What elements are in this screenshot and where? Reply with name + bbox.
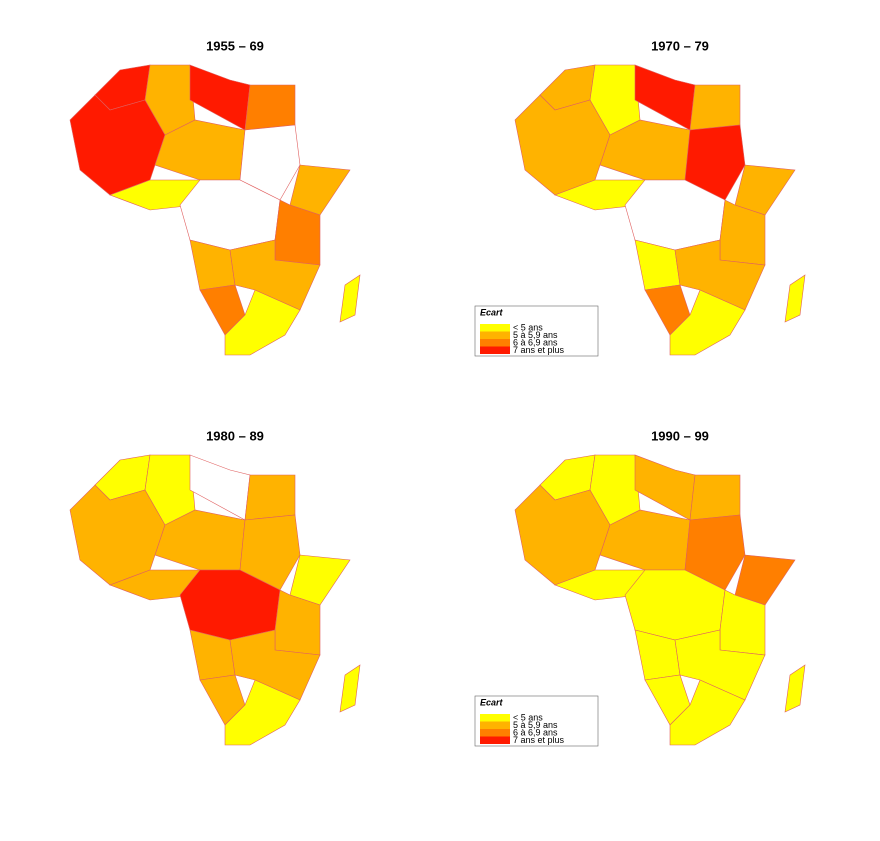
country bbox=[669, 289, 746, 356]
country bbox=[224, 289, 301, 356]
country bbox=[189, 454, 251, 521]
country bbox=[229, 239, 321, 311]
country bbox=[684, 124, 746, 201]
map-panel: 1955 – 69 bbox=[69, 38, 361, 356]
legend-swatch bbox=[480, 721, 510, 729]
panel-title: 1980 – 89 bbox=[206, 428, 264, 443]
legend-swatch bbox=[480, 736, 510, 744]
country bbox=[689, 84, 741, 131]
country bbox=[784, 664, 806, 713]
legend-label: 5 à 5,9 ans bbox=[513, 330, 558, 340]
country bbox=[674, 629, 766, 701]
panel-title: 1990 – 99 bbox=[651, 428, 709, 443]
country bbox=[229, 629, 321, 701]
legend-label: 6 à 6,9 ans bbox=[513, 727, 558, 737]
legend-swatch bbox=[480, 714, 510, 722]
legend-swatch bbox=[480, 729, 510, 737]
legend-label: < 5 ans bbox=[513, 322, 543, 332]
country bbox=[244, 474, 296, 521]
legend-title: Ecart bbox=[480, 697, 504, 707]
country bbox=[734, 164, 796, 216]
country bbox=[339, 664, 361, 713]
country bbox=[689, 474, 741, 521]
legend-swatch bbox=[480, 346, 510, 354]
country bbox=[239, 514, 301, 591]
country bbox=[224, 679, 301, 746]
country bbox=[634, 454, 696, 521]
country bbox=[734, 554, 796, 606]
legend-label: 6 à 6,9 ans bbox=[513, 337, 558, 347]
country bbox=[289, 554, 351, 606]
legend-title: Ecart bbox=[480, 307, 504, 317]
map-panel: 1980 – 89 bbox=[69, 428, 361, 746]
legend-label: 7 ans et plus bbox=[513, 735, 565, 745]
country bbox=[244, 84, 296, 131]
country bbox=[669, 679, 746, 746]
country bbox=[289, 164, 351, 216]
country bbox=[784, 274, 806, 323]
country bbox=[239, 124, 301, 201]
legend-swatch bbox=[480, 324, 510, 332]
country bbox=[674, 239, 766, 311]
country bbox=[189, 64, 251, 131]
legend-swatch bbox=[480, 339, 510, 347]
country bbox=[339, 274, 361, 323]
legend-swatch bbox=[480, 331, 510, 339]
panel-title: 1970 – 79 bbox=[651, 38, 709, 53]
country bbox=[634, 64, 696, 131]
panel-title: 1955 – 69 bbox=[206, 38, 264, 53]
legend-label: < 5 ans bbox=[513, 712, 543, 722]
country bbox=[684, 514, 746, 591]
legend-label: 7 ans et plus bbox=[513, 345, 565, 355]
legend-label: 5 à 5,9 ans bbox=[513, 720, 558, 730]
